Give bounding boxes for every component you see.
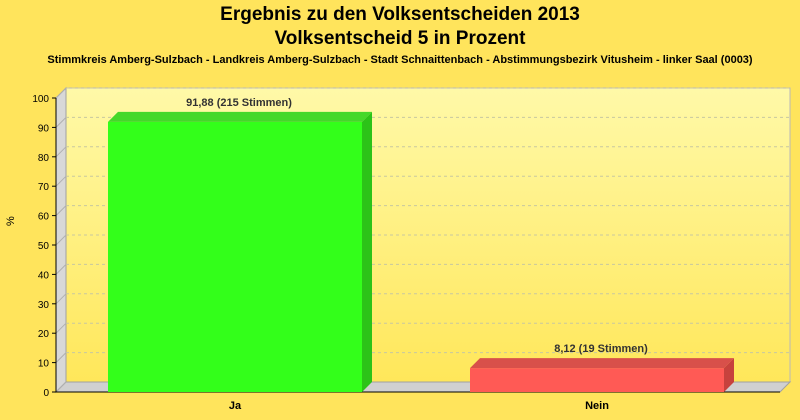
data-label-nein: 8,12 (19 Stimmen) xyxy=(554,343,648,355)
y-tick-label: 10 xyxy=(38,359,50,370)
chart-subtitle: Volksentscheid 5 in Prozent xyxy=(274,28,526,49)
grid-side-line xyxy=(55,146,67,158)
grid-side-line xyxy=(55,234,67,246)
y-tick-label: 50 xyxy=(38,241,50,252)
bar-nein xyxy=(470,368,724,392)
chart-title: Ergebnis zu den Volksentscheiden 2013 xyxy=(220,4,580,25)
bar-top-nein xyxy=(470,358,734,369)
data-label-ja: 91,88 (215 Stimmen) xyxy=(186,97,292,109)
grid-side-line xyxy=(55,293,67,305)
y-tick-label: 30 xyxy=(38,300,50,311)
bar-ja xyxy=(108,121,362,392)
y-tick-label: 0 xyxy=(43,388,49,399)
bar-side-nein xyxy=(724,358,734,392)
x-tick-label-nein: Nein xyxy=(585,400,609,412)
y-tick-label: 60 xyxy=(38,212,50,223)
grid-side-line xyxy=(55,117,67,128)
grid-side-line xyxy=(55,352,67,363)
grid-side-line xyxy=(55,381,67,393)
bar-side-ja xyxy=(362,111,372,392)
y-tick-label: 40 xyxy=(38,270,50,281)
y-tick-label: 80 xyxy=(38,153,50,164)
y-tick-label: 100 xyxy=(32,94,49,105)
grid-side-line xyxy=(55,264,67,275)
y-tick-label: 70 xyxy=(38,182,50,193)
y-tick-label: 20 xyxy=(38,329,50,340)
x-tick-label-ja: Ja xyxy=(229,400,242,412)
bar-top-ja xyxy=(108,111,372,122)
grid-side-line xyxy=(55,205,67,216)
grid-side-line xyxy=(55,175,67,187)
grid-side-line xyxy=(55,322,67,334)
grid-side-line xyxy=(55,87,67,99)
y-tick-label: 90 xyxy=(38,123,50,134)
chart-caption: Stimmkreis Amberg-Sulzbach - Landkreis A… xyxy=(47,54,753,66)
